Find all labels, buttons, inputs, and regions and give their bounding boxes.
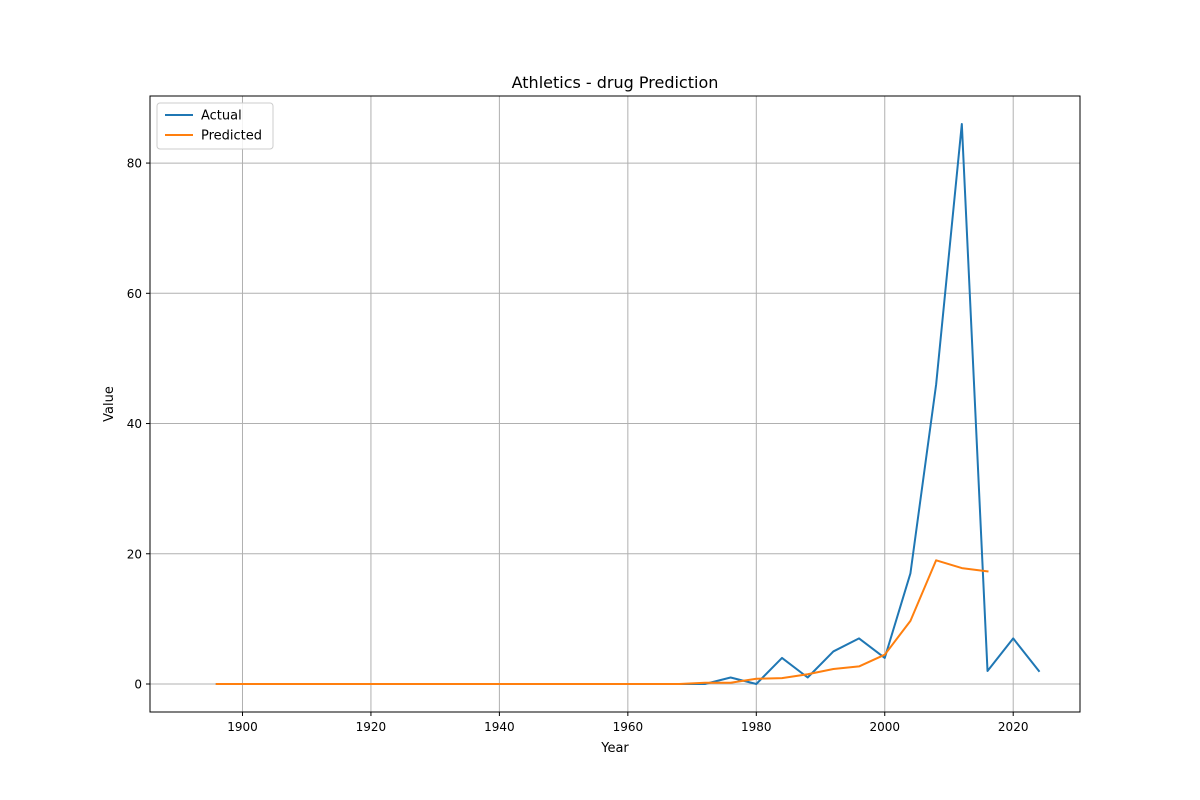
y-tick-label: 80 xyxy=(127,157,142,171)
x-tick-label: 1980 xyxy=(741,720,772,734)
series-line-predicted xyxy=(215,559,989,685)
y-axis-label: Value xyxy=(102,386,117,422)
legend: Actual Predicted xyxy=(156,102,274,150)
x-axis-label: Year xyxy=(600,741,629,756)
y-tick-label: 40 xyxy=(127,417,142,431)
x-tick-label: 1940 xyxy=(484,720,515,734)
y-tick-label: 60 xyxy=(127,287,142,301)
legend-label-predicted: Predicted xyxy=(201,129,262,144)
legend-label-actual: Actual xyxy=(201,109,242,124)
x-tick-label: 1900 xyxy=(227,720,258,734)
plot-frame xyxy=(149,95,1081,713)
x-tick-label: 1920 xyxy=(356,720,387,734)
x-tick-label: 1960 xyxy=(613,720,644,734)
series-layer xyxy=(215,123,1041,685)
chart-title: Athletics - drug Prediction xyxy=(512,73,719,92)
x-tick-label: 2000 xyxy=(869,720,900,734)
y-tick-label: 20 xyxy=(127,547,142,561)
x-tick-label: 2020 xyxy=(998,720,1029,734)
y-tick-label: 0 xyxy=(134,678,142,692)
ticks: 1900 1920 1940 1960 1980 2000 2020 0 20 40 60 80 xyxy=(127,157,1029,734)
